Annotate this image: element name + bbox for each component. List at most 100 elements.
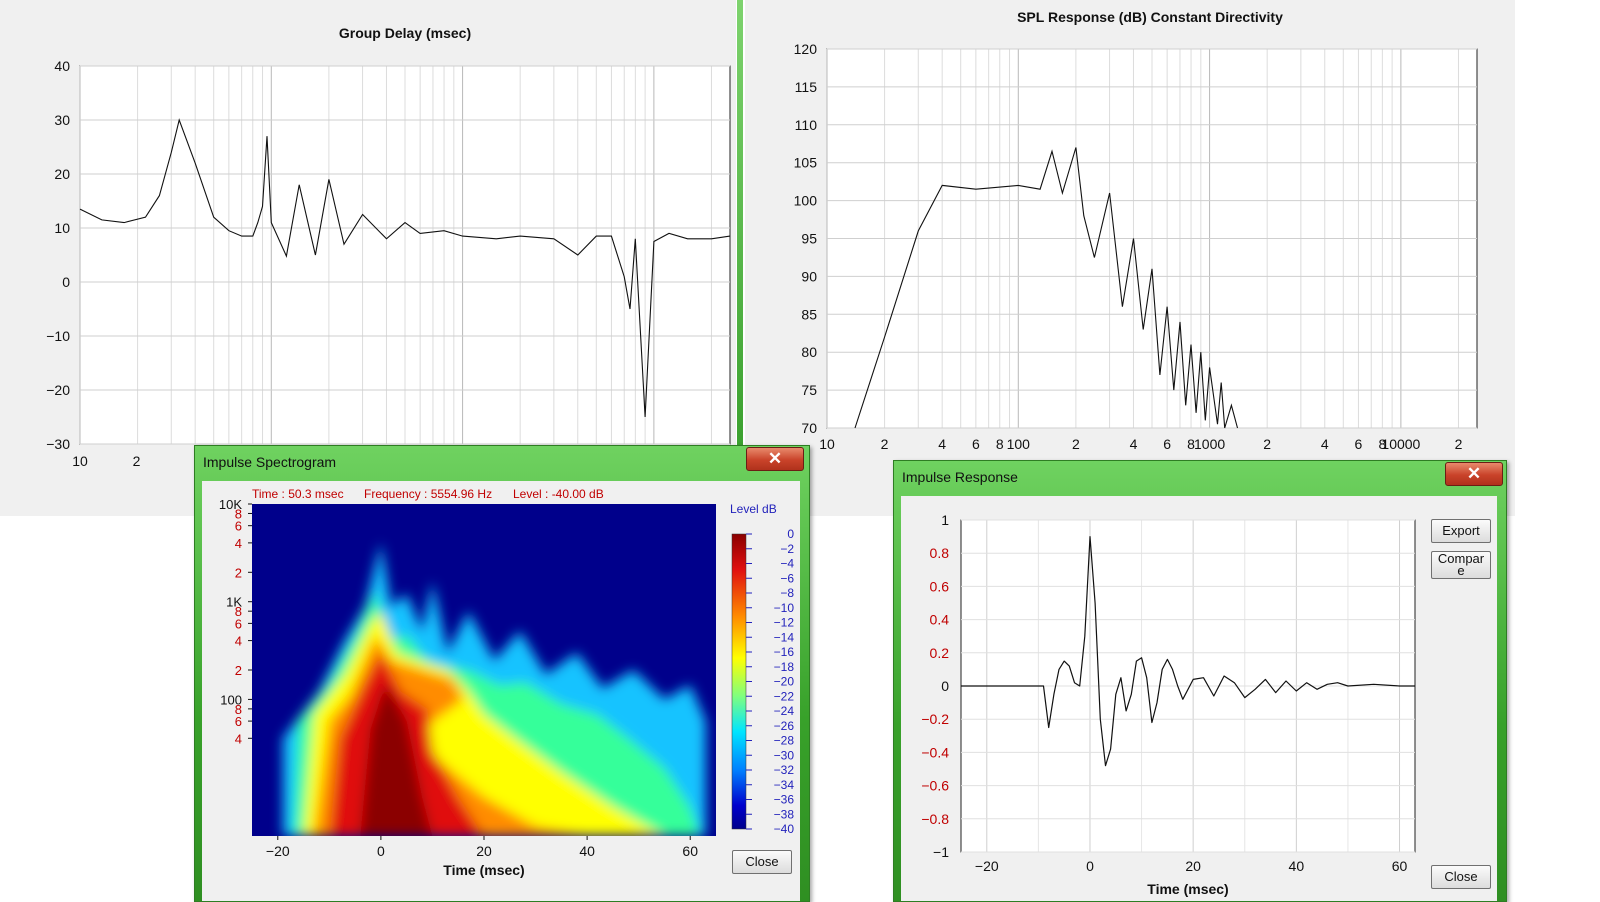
colorbar-tick-label: −40 (774, 822, 795, 836)
impulse-chart: 1 0.8 0.6 0.4 0.2 0 −0.2 −0.4 −0.6 −0.8 −1 −20 0 20 40… (921, 512, 1416, 897)
x-tick-label: 1000 (1194, 436, 1225, 452)
colorbar-tick-label: −26 (774, 719, 795, 733)
y-tick-label: 8 (235, 506, 242, 521)
x-tick-label: 20 (476, 843, 492, 859)
x-tick-label: 4 (938, 436, 946, 452)
y-tick-label: 20 (54, 166, 70, 182)
compare-button[interactable]: Compar e (1431, 551, 1491, 579)
y-tick-label: 2 (235, 663, 242, 678)
colorbar-tick-label: −14 (774, 630, 795, 644)
impulse-close-icon[interactable]: ✕ (1445, 462, 1503, 486)
x-tick-label: 4 (1130, 436, 1138, 452)
colorbar-tick-label: −6 (780, 571, 794, 585)
spl-panel: SPL Response (dB) Constant Directivity 1… (745, 0, 1515, 516)
x-tick-label: 0 (377, 843, 385, 859)
y-tick-label: 0.2 (930, 645, 950, 661)
x-tick-label: 8 (1187, 436, 1195, 452)
y-tick-label: 4 (235, 536, 242, 551)
spl-line (854, 147, 1239, 429)
x-tick-label: 6 (1163, 436, 1171, 452)
spectrogram-chart: Level dB0−2−4−6−8−10−12−14−16−18−20−22−2… (219, 497, 795, 878)
x-tick-label: 10 (72, 453, 88, 469)
y-tick-label: −20 (46, 382, 70, 398)
colorbar-tick-label: −16 (774, 645, 795, 659)
y-tick-label: 120 (794, 41, 818, 57)
colorbar-title: Level dB (730, 502, 777, 516)
y-tick-label: 10K (219, 497, 242, 512)
y-tick-label: 80 (801, 344, 817, 360)
y-tick-label: 6 (235, 714, 242, 729)
y-tick-label: 8 (235, 702, 242, 717)
impulse-window-title: Impulse Response (902, 469, 1018, 485)
colorbar-tick-label: −28 (774, 734, 795, 748)
impulse-window[interactable]: Impulse Response ✕ 1 0.8 0.6 0.4 0.2 0 −0.2 −0.… (893, 460, 1507, 902)
y-tick-label: −30 (46, 436, 70, 452)
y-tick-label: 0.4 (930, 612, 950, 628)
y-tick-label: 0.8 (930, 545, 950, 561)
spectrogram-window[interactable]: Impulse Spectrogram ✕ Time : 50.3 msec F… (194, 445, 810, 902)
y-tick-label: −0.8 (921, 811, 949, 827)
y-tick-label: 8 (235, 604, 242, 619)
spl-title: SPL Response (dB) Constant Directivity (1017, 9, 1283, 25)
colorbar-tick-label: −2 (780, 542, 794, 556)
colorbar-tick-label: −30 (774, 748, 795, 762)
y-tick-label: 115 (795, 79, 818, 95)
x-tick-label: 2 (1263, 436, 1271, 452)
colorbar-tick-label: −22 (774, 689, 795, 703)
x-tick-label: 20 (1185, 858, 1201, 874)
export-button[interactable]: Export (1431, 519, 1491, 543)
colorbar-tick-label: −24 (774, 704, 795, 718)
y-tick-label: 6 (235, 616, 242, 631)
spectrogram-close-button[interactable]: Close (732, 850, 792, 874)
spectrogram-close-icon[interactable]: ✕ (746, 447, 804, 471)
y-tick-label: 1 (941, 512, 949, 528)
spectrogram-info-time: Time : 50.3 msec (252, 487, 344, 501)
x-tick-label: 100 (1007, 436, 1031, 452)
y-tick-label: 30 (54, 112, 70, 128)
x-tick-label: 2 (881, 436, 889, 452)
x-axis-label: Time (msec) (1147, 881, 1228, 897)
y-tick-label: 105 (794, 155, 818, 171)
y-tick-label: −0.6 (921, 778, 949, 794)
y-tick-label: 4 (235, 731, 242, 746)
colorbar-tick-label: −20 (774, 675, 795, 689)
y-tick-label: 2 (235, 565, 242, 580)
x-tick-label: 8 (1378, 436, 1386, 452)
y-tick-label: 100 (794, 193, 818, 209)
x-tick-label: 2 (133, 453, 141, 469)
x-tick-label: 4 (1321, 436, 1329, 452)
colorbar-tick-label: −38 (774, 807, 795, 821)
x-tick-label: 40 (579, 843, 595, 859)
impulse-body: 1 0.8 0.6 0.4 0.2 0 −0.2 −0.4 −0.6 −0.8 −1 −20 0 20 40… (901, 496, 1497, 901)
colorbar-tick-label: −8 (780, 586, 794, 600)
y-tick-label: 95 (801, 231, 817, 247)
y-tick-label: 1K (226, 595, 242, 610)
x-tick-label: 60 (682, 843, 698, 859)
group-delay-title: Group Delay (msec) (338, 25, 472, 41)
colorbar-tick-label: −12 (774, 616, 795, 630)
y-tick-label: −10 (46, 328, 70, 344)
colorbar-tick-label: −32 (774, 763, 795, 777)
x-tick-label: 2 (1072, 436, 1080, 452)
group-delay-panel: Group Delay (msec) 40 30 20 10 0 −10 −20 −30 10 2 (0, 0, 736, 516)
impulse-line (961, 536, 1415, 767)
y-tick-label: 10 (54, 220, 70, 236)
y-tick-label: −0.4 (921, 744, 949, 760)
x-tick-label: 6 (972, 436, 980, 452)
colorbar-tick-label: −36 (774, 793, 795, 807)
y-tick-label: −0.2 (921, 711, 949, 727)
x-tick-label: 0 (1086, 858, 1094, 874)
y-tick-label: 4 (235, 634, 242, 649)
x-tick-label: −20 (975, 858, 999, 874)
y-tick-label: 85 (801, 306, 817, 322)
impulse-close-button[interactable]: Close (1431, 865, 1491, 889)
spectrogram-info-frequency: Frequency : 5554.96 Hz (364, 487, 493, 501)
y-tick-label: −1 (933, 844, 949, 860)
splitter-bar[interactable] (737, 0, 743, 455)
colorbar-tick-label: −10 (774, 601, 795, 615)
spectrogram-window-title: Impulse Spectrogram (203, 454, 337, 470)
x-tick-label: 6 (1355, 436, 1363, 452)
y-tick-label: 0 (62, 274, 70, 290)
